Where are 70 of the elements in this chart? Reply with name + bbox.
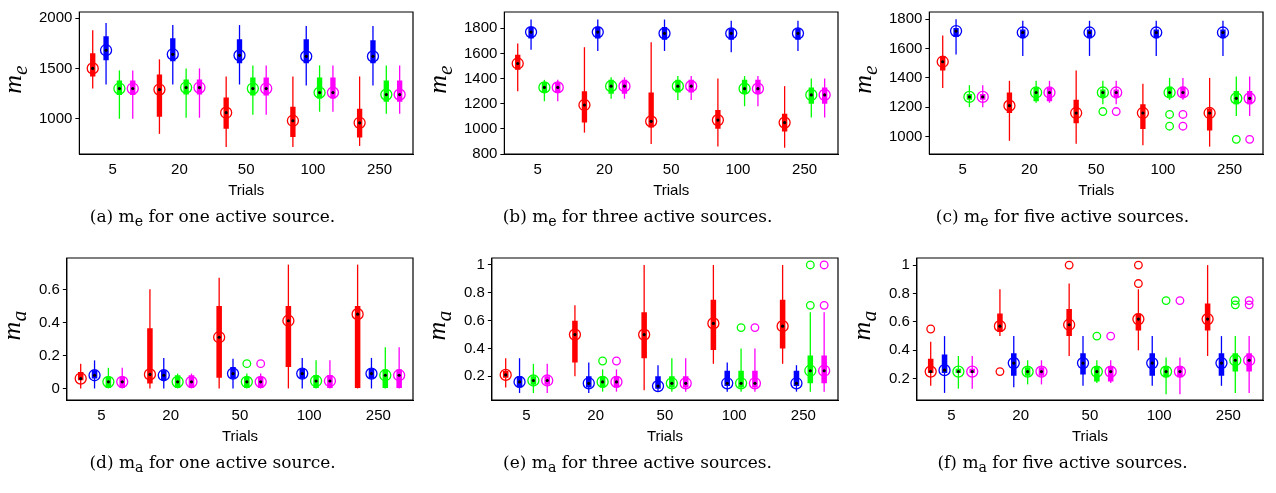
y-tick-label: 0.2 [463, 366, 485, 384]
y-tick-label: 1000 [38, 108, 73, 126]
y-tick-label: 0.8 [463, 282, 485, 300]
text: (a) m$_{e}$ for one active source. [88, 206, 337, 230]
y-tick-label: 1800 [888, 9, 923, 27]
y-tick-label: 0.4 [38, 312, 60, 330]
y-tick-label: 1200 [888, 97, 923, 115]
y-tick-label: 1 [901, 255, 910, 273]
x-tick-label: 250 [1217, 160, 1243, 178]
x-axis-title: Trials [1078, 181, 1115, 199]
x-tick-label: 250 [792, 160, 818, 178]
x-tick-label: 50 [656, 406, 674, 424]
y-tick-label: 0.6 [463, 310, 485, 328]
x-tick-label: 5 [958, 160, 967, 178]
x-tick-label: 5 [947, 406, 956, 424]
y-tick-label: 0.4 [888, 340, 910, 358]
x-tick-label: 5 [97, 406, 106, 424]
text: (c) m$_{e}$ for five active sources. [934, 206, 1191, 230]
x-tick-label: 20 [1021, 160, 1038, 178]
x-tick-label: 100 [300, 160, 326, 178]
text: (b) m$_{e}$ for three active sources. [501, 206, 774, 230]
y-tick-label: 1000 [463, 119, 498, 137]
x-tick-label: 100 [1146, 406, 1172, 424]
x-axis-title: Trials [653, 181, 690, 199]
y-tick-label: 0.6 [888, 312, 910, 330]
x-tick-label: 50 [237, 160, 255, 178]
x-tick-label: 250 [790, 406, 816, 424]
y-tick-label: 0.2 [888, 368, 910, 386]
x-tick-label: 5 [108, 160, 117, 178]
x-tick-label: 100 [721, 406, 747, 424]
x-tick-label: 50 [662, 160, 680, 178]
y-tick-label: 1400 [463, 68, 498, 86]
x-tick-label: 50 [1087, 160, 1105, 178]
text: (e) m$_{a}$ for three active sources. [502, 452, 773, 476]
text: (f) m$_{a}$ for five active sources. [936, 452, 1189, 476]
x-axis-title: Trials [221, 427, 258, 445]
y-tick-label: 1600 [888, 38, 923, 56]
y-tick-label: 1200 [463, 93, 498, 111]
y-tick-label: 1500 [38, 58, 73, 76]
y-tick-label: 2000 [38, 8, 73, 26]
x-tick-label: 100 [296, 406, 322, 424]
y-tick-label: 0 [51, 378, 60, 396]
x-tick-label: 250 [365, 406, 391, 424]
x-tick-label: 20 [171, 160, 188, 178]
y-tick-label: 0.2 [38, 345, 60, 363]
x-tick-label: 250 [367, 160, 393, 178]
x-tick-label: 20 [596, 160, 613, 178]
x-axis-title: Trials [1071, 427, 1108, 445]
x-tick-label: 5 [533, 160, 542, 178]
y-tick-label: 800 [472, 144, 498, 162]
x-tick-label: 20 [587, 406, 605, 424]
text: (d) m$_{a}$ for one active source. [88, 452, 337, 476]
y-tick-label: 0.8 [888, 283, 910, 301]
y-tick-label: 1 [476, 255, 485, 273]
x-tick-label: 100 [725, 160, 751, 178]
x-tick-label: 20 [1012, 406, 1030, 424]
x-tick-label: 50 [231, 406, 249, 424]
y-tick-label: 1600 [463, 43, 498, 61]
x-tick-label: 50 [1081, 406, 1099, 424]
x-tick-label: 5 [522, 406, 531, 424]
x-axis-title: Trials [646, 427, 683, 445]
y-tick-label: 0.4 [463, 338, 485, 356]
x-axis-title: Trials [228, 181, 265, 199]
x-tick-label: 250 [1215, 406, 1241, 424]
x-tick-label: 100 [1150, 160, 1176, 178]
y-tick-label: 1400 [888, 68, 923, 86]
y-tick-label: 1000 [888, 126, 923, 144]
y-tick-label: 1800 [463, 18, 498, 36]
y-tick-label: 0.6 [38, 279, 60, 297]
x-tick-label: 20 [162, 406, 180, 424]
